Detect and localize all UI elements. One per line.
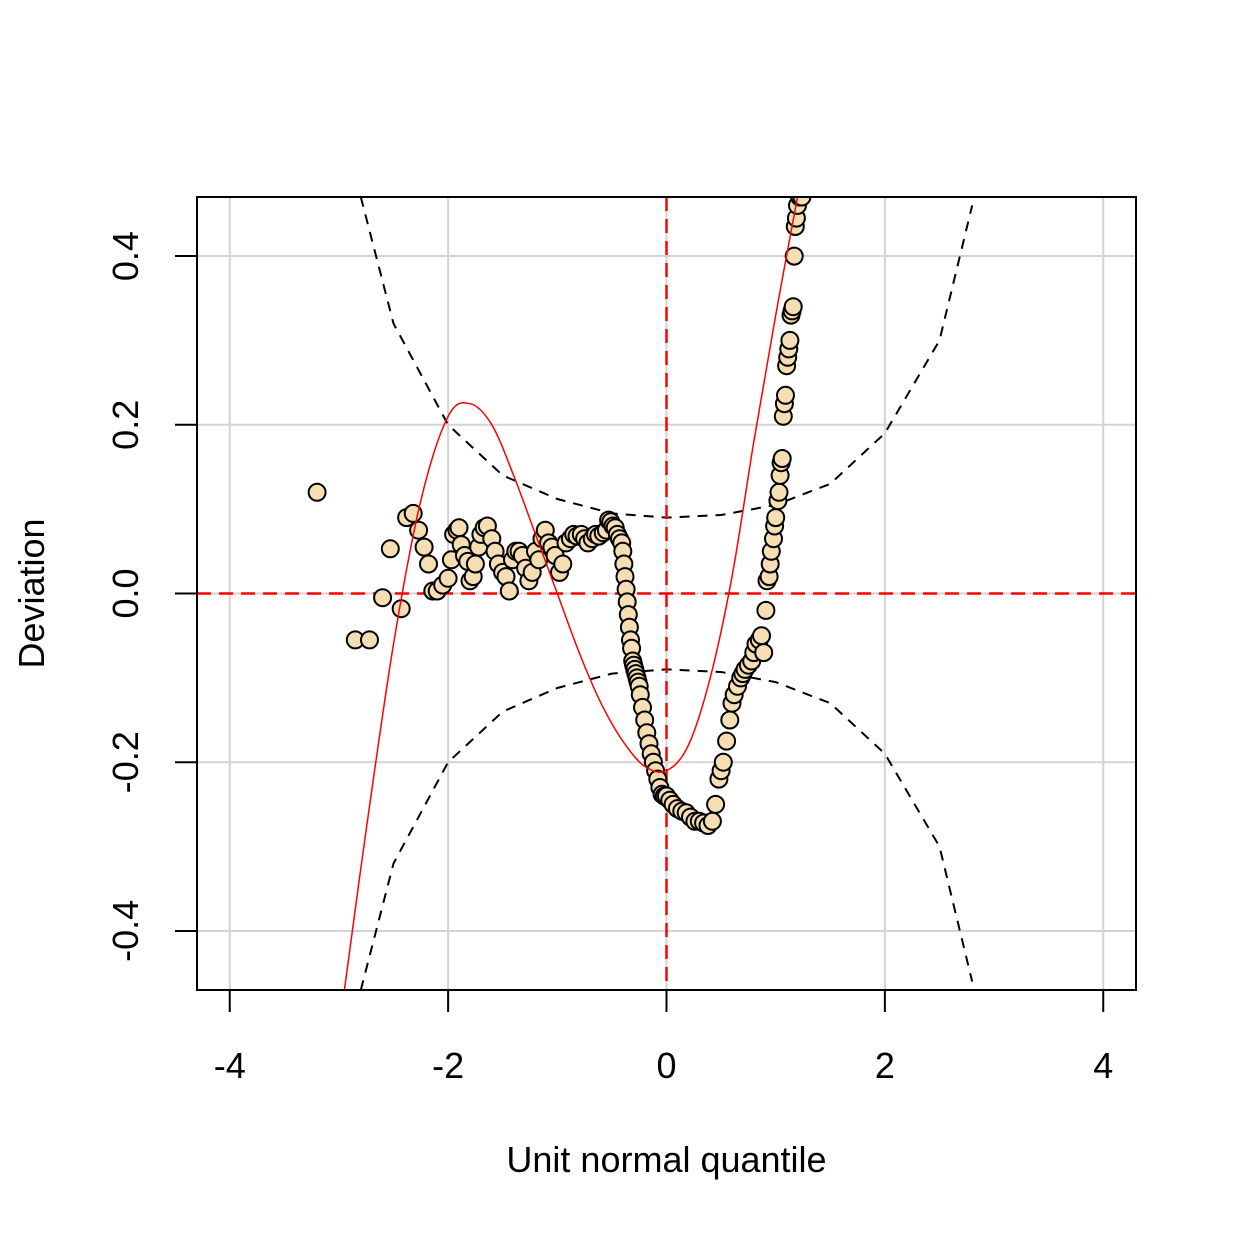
- x-tick-label: 4: [1093, 1045, 1113, 1086]
- data-point: [465, 554, 485, 574]
- x-tick-label: -4: [214, 1045, 246, 1086]
- y-axis-label: Deviation: [11, 518, 52, 668]
- data-point: [780, 330, 800, 350]
- data-point: [772, 449, 792, 468]
- y-tick-label: 0.4: [105, 231, 146, 281]
- data-point: [784, 246, 804, 266]
- data-point: [438, 568, 458, 588]
- data-point: [373, 588, 393, 608]
- data-point: [766, 508, 786, 528]
- y-axis: -0.4 -0.2 0.0 0.2 0.4: [105, 231, 198, 962]
- x-tick-label: 0: [656, 1045, 676, 1086]
- data-point: [409, 520, 429, 540]
- data-point: [756, 600, 776, 620]
- data-point: [769, 482, 789, 502]
- data-point: [717, 731, 737, 751]
- data-point: [720, 710, 740, 730]
- data-point: [754, 643, 774, 663]
- data-point: [414, 537, 434, 557]
- data-point: [499, 581, 519, 601]
- data-points: [307, 197, 812, 835]
- data-point: [776, 385, 795, 405]
- y-tick-label: -0.4: [105, 900, 146, 962]
- x-tick-label: 2: [875, 1045, 895, 1086]
- fit-curve: [343, 197, 799, 990]
- data-point: [360, 630, 379, 650]
- x-axis: -4 -2 0 2 4: [214, 989, 1113, 1086]
- y-tick-label: -0.2: [105, 731, 146, 793]
- data-point: [783, 297, 803, 317]
- data-point: [449, 518, 469, 538]
- data-point: [380, 539, 400, 559]
- data-point: [713, 752, 733, 772]
- reference-lines: [197, 197, 1136, 990]
- data-point: [419, 554, 438, 574]
- data-point: [307, 482, 327, 502]
- data-point: [752, 626, 771, 646]
- fit-curve-line: [343, 197, 799, 990]
- data-point: [553, 554, 573, 574]
- data-point: [706, 794, 726, 814]
- x-tick-label: -2: [432, 1045, 464, 1086]
- y-tick-label: 0.2: [105, 400, 146, 450]
- data-point: [702, 811, 722, 831]
- y-tick-label: 0.0: [105, 568, 146, 618]
- x-axis-label: Unit normal quantile: [506, 1139, 826, 1180]
